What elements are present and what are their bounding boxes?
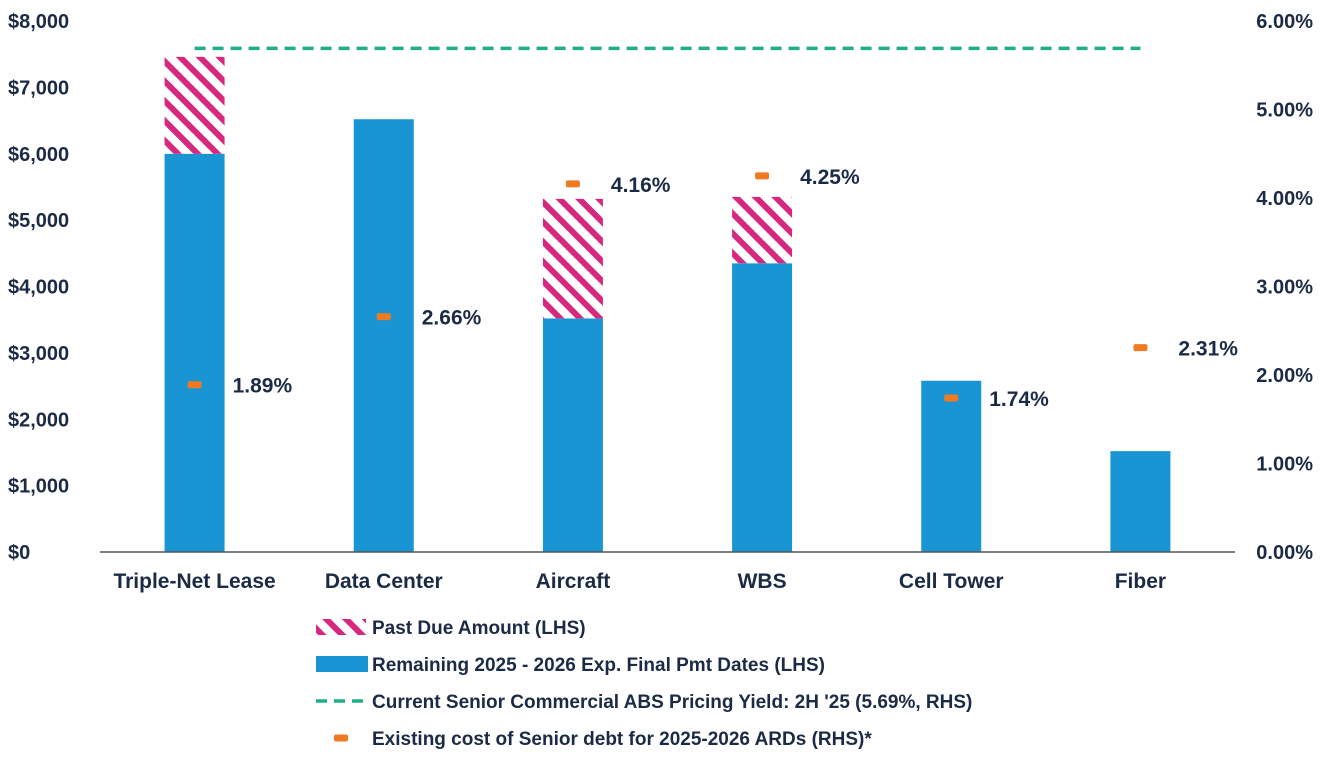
bar-remaining-0 bbox=[164, 153, 225, 552]
category-label-0: Triple-Net Lease bbox=[113, 570, 275, 593]
legend-label-2: Current Senior Commercial ABS Pricing Yi… bbox=[372, 692, 972, 713]
left-axis-tick-8: $8,000 bbox=[8, 11, 69, 33]
category-label-2: Aircraft bbox=[536, 570, 611, 593]
legend-item-3: Existing cost of Senior debt for 2025-20… bbox=[334, 729, 872, 750]
legend-item-2: Current Senior Commercial ABS Pricing Yi… bbox=[316, 692, 972, 713]
cost-label-3: 4.25% bbox=[800, 166, 860, 189]
cost-marker-2 bbox=[565, 180, 580, 188]
right-axis-tick-0: 0.00% bbox=[1256, 542, 1313, 564]
left-axis-tick-6: $6,000 bbox=[8, 144, 69, 166]
right-axis-tick-3: 3.00% bbox=[1256, 277, 1313, 299]
cost-label-0: 1.89% bbox=[233, 375, 293, 398]
legend-item-0: Past Due Amount (LHS) bbox=[316, 618, 586, 639]
left-axis-tick-3: $3,000 bbox=[8, 343, 69, 365]
category-label-5: Fiber bbox=[1115, 570, 1166, 593]
bar-past-due-0 bbox=[164, 56, 225, 154]
cost-marker-1 bbox=[376, 313, 391, 321]
category-label-1: Data Center bbox=[325, 570, 443, 593]
right-axis-tick-1: 1.00% bbox=[1256, 454, 1313, 476]
cost-label-2: 4.16% bbox=[611, 174, 671, 197]
right-axis-tick-6: 6.00% bbox=[1256, 11, 1313, 33]
legend-swatch-past-due bbox=[316, 619, 366, 635]
bar-remaining-4 bbox=[921, 380, 982, 552]
cost-marker-4 bbox=[944, 394, 959, 402]
legend-item-1: Remaining 2025 - 2026 Exp. Final Pmt Dat… bbox=[316, 655, 825, 676]
bar-remaining-3 bbox=[732, 263, 793, 552]
left-axis-tick-7: $7,000 bbox=[8, 77, 69, 99]
legend-swatch-remaining bbox=[316, 656, 368, 672]
cost-label-4: 1.74% bbox=[989, 388, 1049, 411]
left-axis-tick-1: $1,000 bbox=[8, 476, 69, 498]
bar-remaining-2 bbox=[542, 318, 603, 552]
legend-label-3: Existing cost of Senior debt for 2025-20… bbox=[372, 729, 872, 750]
legend-label-1: Remaining 2025 - 2026 Exp. Final Pmt Dat… bbox=[372, 655, 825, 676]
category-label-3: WBS bbox=[738, 570, 787, 593]
left-axis-tick-0: $0 bbox=[8, 542, 30, 564]
left-axis-tick-4: $4,000 bbox=[8, 277, 69, 299]
right-axis-tick-5: 5.00% bbox=[1256, 100, 1313, 122]
bar-past-due-3 bbox=[732, 196, 793, 264]
category-label-4: Cell Tower bbox=[899, 570, 1004, 593]
bar-remaining-1 bbox=[353, 119, 414, 553]
right-axis-tick-4: 4.00% bbox=[1256, 188, 1313, 210]
right-axis-tick-2: 2.00% bbox=[1256, 365, 1313, 387]
cost-marker-0 bbox=[187, 381, 202, 389]
bar-remaining-5 bbox=[1110, 451, 1171, 552]
legend-label-0: Past Due Amount (LHS) bbox=[372, 618, 586, 639]
cost-label-5: 2.31% bbox=[1178, 338, 1238, 361]
bar-past-due-2 bbox=[542, 198, 603, 319]
cost-marker-3 bbox=[755, 172, 770, 180]
left-axis-tick-5: $5,000 bbox=[8, 210, 69, 232]
cost-label-1: 2.66% bbox=[422, 307, 482, 330]
legend-swatch-cost-marker bbox=[334, 734, 348, 742]
cost-marker-5 bbox=[1133, 344, 1148, 352]
left-axis-tick-2: $2,000 bbox=[8, 409, 69, 431]
